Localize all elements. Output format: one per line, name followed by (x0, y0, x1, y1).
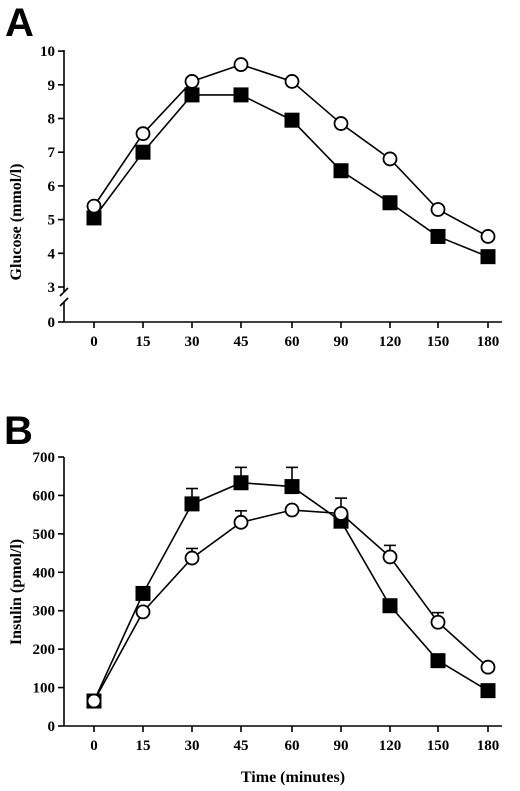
panel-b-letter: B (4, 409, 33, 453)
insulin-filled-square-point (430, 653, 446, 669)
glucose-x-tick-label: 60 (285, 334, 300, 350)
insulin-x-tick-label: 60 (285, 738, 300, 754)
insulin-open-circle-point (430, 614, 446, 630)
insulin-filled-square-point (382, 598, 398, 614)
insulin-x-tick-label: 30 (185, 738, 200, 754)
insulin-open-circle-point (184, 550, 200, 566)
insulin-open-circle-point (135, 604, 151, 620)
insulin-x-tick-label: 150 (427, 738, 450, 754)
insulin-filled-square-point (184, 496, 200, 512)
glucose-x-tick-label: 180 (477, 334, 500, 350)
glucose-y-axis-title: Glucose (mmol/l) (8, 164, 25, 281)
glucose-y-tick-label: 0 (48, 315, 56, 331)
glucose-open-circle-point (333, 116, 349, 131)
insulin-open-circle-series-line (93, 509, 489, 702)
insulin-open-circle-point (86, 693, 102, 709)
insulin-y-tick-label: 600 (33, 488, 56, 504)
insulin-y-tick-label: 500 (33, 527, 56, 543)
insulin-y-tick-label: 300 (33, 604, 56, 620)
insulin-x-tick-label: 15 (136, 738, 151, 754)
insulin-x-tick-label: 45 (234, 738, 249, 754)
glucose-x-tick-label: 30 (185, 334, 200, 350)
glucose-filled-square-point (184, 87, 200, 103)
insulin-y-tick-label: 200 (33, 642, 56, 658)
glucose-y-tick-label: 3 (48, 280, 56, 296)
glucose-filled-square-point (233, 87, 249, 103)
insulin-filled-square-point (480, 683, 496, 699)
glucose-open-circle-point (233, 57, 249, 72)
glucose-y-tick-label: 5 (48, 213, 56, 229)
insulin-open-circle-point (480, 659, 496, 675)
insulin-x-tick-label: 90 (334, 738, 349, 754)
insulin-y-tick-label: 700 (33, 450, 56, 466)
insulin-open-circle-point (382, 549, 398, 565)
glucose-y-tick-label: 6 (48, 179, 56, 195)
glucose-x-tick-label: 0 (90, 334, 98, 350)
glucose-x-tick-label: 45 (234, 334, 249, 350)
glucose-filled-square-point (382, 195, 398, 211)
glucose-open-circle-point (284, 74, 300, 89)
glucose-y-tick-label: 10 (40, 44, 55, 60)
glucose-filled-square-point (86, 210, 102, 226)
glucose-open-circle-series-line (93, 63, 489, 238)
glucose-y-tick-label: 9 (48, 78, 56, 94)
insulin-chart: 0 100 200 300 400 500 600 700 0 15 30 45 60 90 120 150 1… (33, 450, 502, 754)
insulin-x-tick-label: 180 (477, 738, 500, 754)
glucose-x-tick-label: 90 (334, 334, 349, 350)
insulin-filled-square-point (233, 475, 249, 491)
glucose-open-circle-point (86, 198, 102, 214)
glucose-y-tick-label: 7 (48, 145, 56, 161)
glucose-axis-break-mark (59, 287, 69, 297)
glucose-open-circle-point (480, 229, 496, 244)
insulin-open-circle-point (333, 506, 349, 521)
glucose-x-tick-label: 15 (136, 334, 151, 350)
insulin-y-axis-title: Insulin (pmol/l) (8, 539, 25, 645)
glucose-y-tick-label: 4 (48, 246, 56, 262)
panel-a-letter: A (5, 1, 34, 45)
insulin-y-tick-label: 0 (48, 719, 56, 735)
insulin-open-circle-point (233, 514, 249, 530)
insulin-y-tick-label: 100 (33, 681, 56, 697)
glucose-x-tick-label: 150 (427, 334, 450, 350)
insulin-open-circle-point (284, 502, 300, 518)
glucose-filled-square-point (480, 249, 496, 265)
insulin-filled-square-point (135, 585, 151, 601)
insulin-filled-square-point (284, 479, 300, 495)
glucose-open-circle-point (430, 202, 446, 217)
insulin-x-tick-label: 0 (90, 738, 98, 754)
glucose-axis-break-mark (59, 297, 69, 307)
glucose-y-tick-label: 8 (48, 112, 56, 128)
glucose-open-circle-point (184, 74, 200, 89)
glucose-filled-square-point (430, 228, 446, 244)
insulin-y-tick-label: 400 (33, 565, 56, 581)
glucose-open-circle-point (135, 126, 151, 142)
glucose-open-circle-point (382, 151, 398, 167)
insulin-x-axis-title: Time (minutes) (241, 769, 345, 786)
glucose-filled-square-point (333, 163, 349, 179)
glucose-filled-square-point (284, 112, 300, 128)
glucose-x-tick-label: 120 (379, 334, 402, 350)
glucose-filled-square-point (135, 144, 151, 160)
insulin-x-tick-label: 120 (379, 738, 402, 754)
